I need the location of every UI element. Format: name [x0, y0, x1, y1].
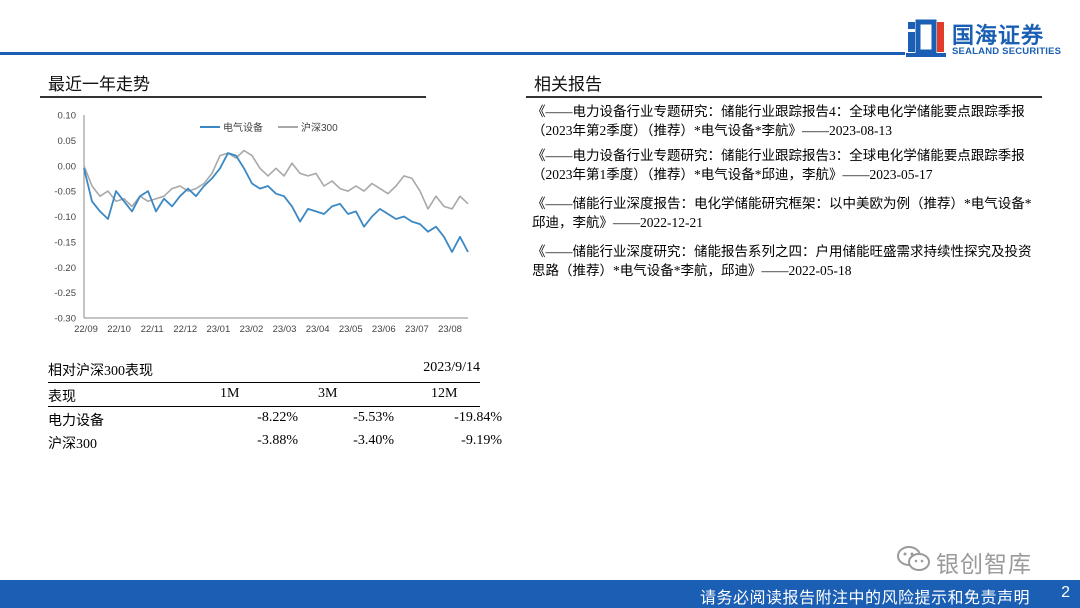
y-tick-label: -0.20 — [54, 263, 76, 274]
performance-date: 2023/9/14 — [423, 360, 480, 375]
table-cell: -19.84% — [454, 410, 502, 425]
wechat-icon — [897, 546, 930, 571]
trend-section-title: 最近一年走势 — [48, 75, 150, 94]
report-item[interactable]: 《——电力设备行业专题研究：储能行业跟踪报告3：全球电化学储能要点跟踪季报（20… — [532, 148, 1025, 182]
y-tick-label: -0.10 — [54, 212, 76, 223]
table-row: 沪深300 -3.88% -3.40% -9.19% — [48, 430, 502, 453]
logo-chinese-name: 国海证券 — [952, 23, 1045, 48]
trend-chart: 0.10 0.05 0.00 -0.05 -0.10 -0.15 -0.20 -0.25 -0.… — [54, 111, 469, 335]
series-line-1 — [83, 149, 469, 210]
y-tick-label: -0.05 — [54, 187, 76, 198]
table-header-row: 表现 1M 3M 12M — [48, 383, 480, 407]
series-line-0 — [83, 152, 469, 253]
header-rule — [0, 52, 905, 55]
x-tick-label: 23/05 — [339, 324, 363, 335]
x-tick-label: 23/02 — [240, 324, 264, 335]
report-item[interactable]: 《——储能行业深度研究：储能报告系列之四：户用储能旺盛需求持续性探究及投资思路（… — [532, 244, 1032, 278]
footer-disclaimer: 请务必阅读报告附注中的风险提示和免责声明 — [699, 590, 1030, 607]
table-cell: -3.40% — [353, 433, 394, 448]
column-header: 12M — [431, 386, 458, 401]
table-row: 电力设备 -8.22% -5.53% -19.84% — [48, 407, 502, 430]
x-tick-label: 22/09 — [74, 324, 98, 335]
x-tick-label: 22/12 — [173, 324, 197, 335]
performance-title: 相对沪深300表现 — [48, 364, 153, 379]
table-cell: -3.88% — [257, 433, 298, 448]
row-label: 沪深300 — [48, 437, 97, 452]
x-tick-label: 23/07 — [405, 324, 429, 335]
y-tick-label: 0.05 — [58, 136, 77, 147]
table-cell: -9.19% — [461, 433, 502, 448]
y-tick-label: 0.10 — [58, 111, 77, 122]
related-reports-list: 《——电力设备行业专题研究：储能行业跟踪报告4：全球电化学储能要点跟踪季报（20… — [532, 102, 1038, 286]
x-tick-label: 23/06 — [372, 324, 396, 335]
table-cell: -5.53% — [353, 410, 394, 425]
x-tick-label: 22/10 — [107, 324, 131, 335]
x-tick-label: 23/08 — [438, 324, 462, 335]
column-header: 1M — [220, 386, 240, 401]
table-cell: -8.22% — [257, 410, 298, 425]
watermark: 银创智库 — [896, 542, 1076, 577]
report-item[interactable]: 《——电力设备行业专题研究：储能行业跟踪报告4：全球电化学储能要点跟踪季报（20… — [532, 104, 1025, 138]
watermark-text: 银创智库 — [936, 551, 1032, 577]
company-logo: 国海证券 SEALAND SECURITIES — [906, 14, 1066, 64]
related-reports-rule — [526, 96, 1042, 98]
x-tick-label: 23/01 — [206, 324, 230, 335]
performance-table: 相对沪深300表现 2023/9/14 表现 1M 3M 12M 电力设备 -8… — [48, 358, 502, 453]
y-tick-label: -0.25 — [54, 288, 76, 299]
legend-entry: 沪深300 — [301, 121, 338, 134]
y-tick-label: -0.15 — [54, 237, 76, 248]
sealand-logo-icon — [906, 19, 946, 57]
x-tick-label: 23/04 — [306, 324, 330, 335]
x-tick-label: 22/11 — [141, 324, 164, 335]
report-item[interactable]: 《——储能行业深度报告：电化学储能研究框架：以中美欧为例（推荐）*电气设备*邱迪… — [532, 196, 1032, 230]
y-tick-label: -0.30 — [54, 314, 76, 325]
performance-table-header: 相对沪深300表现 2023/9/14 — [48, 358, 480, 383]
row-label: 电力设备 — [48, 414, 104, 429]
logo-english-name: SEALAND SECURITIES — [952, 46, 1062, 57]
footer-bar: 请务必阅读报告附注中的风险提示和免责声明 2 — [0, 580, 1080, 608]
trend-section-rule — [40, 96, 426, 98]
related-reports-title: 相关报告 — [534, 75, 602, 94]
page-number: 2 — [1061, 584, 1070, 601]
legend-entry: 电气设备 — [223, 121, 263, 134]
x-tick-label: 23/03 — [273, 324, 297, 335]
y-tick-label: 0.00 — [58, 161, 77, 172]
column-header: 3M — [318, 386, 338, 401]
column-header: 表现 — [48, 390, 76, 405]
